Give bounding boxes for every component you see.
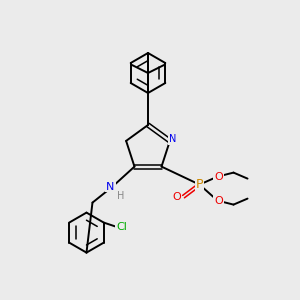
Text: Cl: Cl [116, 222, 127, 232]
Text: N: N [169, 134, 177, 144]
Text: O: O [172, 192, 181, 202]
Text: O: O [214, 172, 223, 182]
Text: O: O [214, 196, 223, 206]
Text: H: H [117, 190, 124, 201]
Text: N: N [106, 182, 115, 192]
Text: P: P [196, 178, 203, 191]
